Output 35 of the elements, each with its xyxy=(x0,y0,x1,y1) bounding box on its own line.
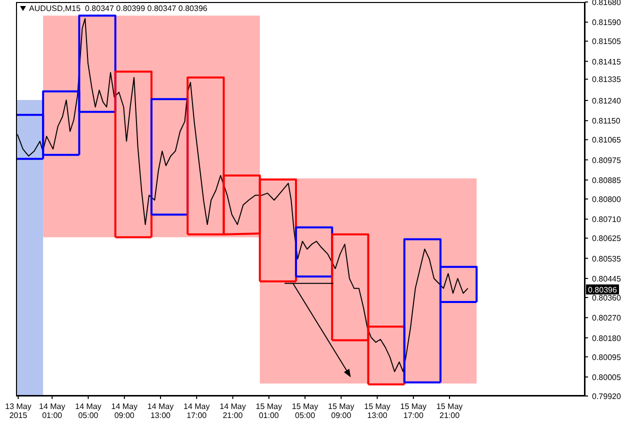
x-tick-label: 15 May 13:00 xyxy=(364,402,390,420)
x-tick-label: 15 May 05:00 xyxy=(292,402,318,420)
x-tick-label: 15 May 21:00 xyxy=(436,402,463,420)
x-tick-label: 13 May 2015 xyxy=(5,402,32,420)
y-tick-label: 0.81335 xyxy=(592,75,622,84)
y-tick-label: 0.80625 xyxy=(592,234,622,244)
chart-title: AUDUSD,M15 0.80347 0.80399 0.80347 0.80396 xyxy=(29,4,208,13)
y-tick-label: 0.80270 xyxy=(592,314,622,323)
y-tick-label: 0.81590 xyxy=(592,18,622,28)
y-tick-label: 0.81150 xyxy=(592,116,621,126)
y-tick-label: 0.80710 xyxy=(592,215,622,224)
x-tick-label: 15 May 09:00 xyxy=(328,402,354,420)
x-tick-label: 14 May 17:00 xyxy=(184,402,210,420)
y-tick-label: 0.80445 xyxy=(592,274,622,284)
y-tick-label: 0.80885 xyxy=(592,176,622,185)
x-tick-label: 14 May 21:00 xyxy=(220,402,246,420)
x-tick-label: 15 May 17:00 xyxy=(400,402,427,420)
x-tick-label: 14 May 05:00 xyxy=(75,402,102,420)
y-tick-label: 0.80005 xyxy=(592,372,622,382)
x-tick-label: 14 May 09:00 xyxy=(111,402,138,420)
x-tick-label: 14 May 01:00 xyxy=(39,402,66,420)
y-tick-label: 0.80360 xyxy=(592,294,622,302)
y-tick-label: 0.79920 xyxy=(592,392,622,401)
y-tick-label: 0.81505 xyxy=(592,37,622,46)
y-tick-label: 0.81415 xyxy=(592,57,622,66)
y-tick-label: 0.80180 xyxy=(592,334,622,343)
y-tick-label: 0.80975 xyxy=(592,156,622,165)
annotation: 0.80396 xyxy=(588,285,618,294)
y-tick-label: 0.80535 xyxy=(592,254,622,264)
y-tick-label: 0.81065 xyxy=(592,136,622,145)
y-tick-label: 0.80800 xyxy=(592,195,622,204)
x-tick-label: 14 May 13:00 xyxy=(147,402,174,420)
y-tick-label: 0.81240 xyxy=(592,96,622,106)
y-tick-label: 0.80095 xyxy=(592,352,622,362)
x-tick-label: 15 May 01:00 xyxy=(256,402,282,420)
